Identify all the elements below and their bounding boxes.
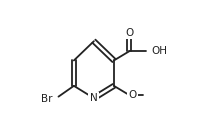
- Text: O: O: [128, 90, 136, 100]
- Text: OH: OH: [150, 46, 166, 56]
- Text: Br: Br: [41, 94, 52, 104]
- Text: O: O: [125, 28, 133, 38]
- Text: N: N: [90, 93, 97, 103]
